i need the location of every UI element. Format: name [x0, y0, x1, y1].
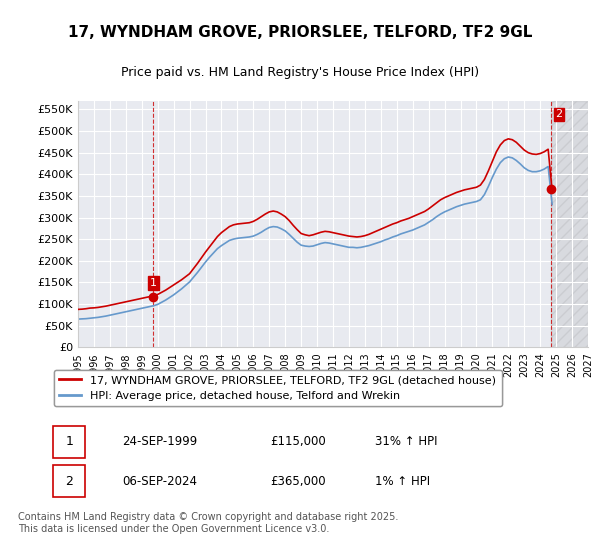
- Legend: 17, WYNDHAM GROVE, PRIORSLEE, TELFORD, TF2 9GL (detached house), HPI: Average pr: 17, WYNDHAM GROVE, PRIORSLEE, TELFORD, T…: [53, 370, 502, 406]
- FancyBboxPatch shape: [53, 465, 85, 497]
- Text: Price paid vs. HM Land Registry's House Price Index (HPI): Price paid vs. HM Land Registry's House …: [121, 66, 479, 78]
- Text: 2: 2: [556, 109, 563, 119]
- FancyBboxPatch shape: [53, 426, 85, 458]
- Text: 1: 1: [65, 435, 73, 449]
- Text: 31% ↑ HPI: 31% ↑ HPI: [376, 435, 438, 449]
- Text: 24-SEP-1999: 24-SEP-1999: [122, 435, 197, 449]
- Text: 17, WYNDHAM GROVE, PRIORSLEE, TELFORD, TF2 9GL: 17, WYNDHAM GROVE, PRIORSLEE, TELFORD, T…: [68, 25, 532, 40]
- Text: 1: 1: [150, 278, 157, 288]
- Bar: [551, 101, 588, 347]
- Text: 2: 2: [65, 475, 73, 488]
- Text: £365,000: £365,000: [270, 475, 325, 488]
- Text: 1% ↑ HPI: 1% ↑ HPI: [376, 475, 430, 488]
- Text: 06-SEP-2024: 06-SEP-2024: [122, 475, 197, 488]
- Text: £115,000: £115,000: [270, 435, 326, 449]
- Text: Contains HM Land Registry data © Crown copyright and database right 2025.
This d: Contains HM Land Registry data © Crown c…: [18, 512, 398, 534]
